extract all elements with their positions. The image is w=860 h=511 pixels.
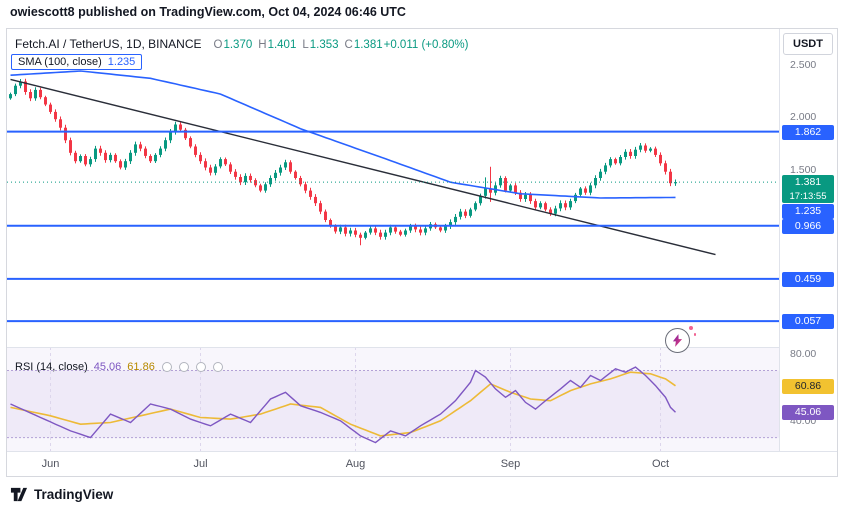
price-badge: 60.86: [782, 378, 834, 394]
price-badge: 0.966: [782, 218, 834, 234]
ohlc-close-value: 1.381: [353, 39, 383, 51]
time-axis-label: Oct: [651, 458, 670, 470]
sparkle-dot: [689, 326, 693, 330]
price-badge: 0.057: [782, 314, 834, 330]
rsi-label: RSI (14, close): [15, 361, 88, 373]
time-axis-label: Sep: [500, 458, 521, 470]
ohlc-high-value: 1.401: [267, 39, 297, 51]
time-axis-label: Jul: [193, 458, 208, 470]
chart-frame: Fetch.AI / TetherUS, 1D, BINANCE O1.370 H1…: [6, 28, 838, 477]
axis-tick-label: 2.500: [790, 58, 817, 71]
time-axis-separator: [7, 451, 837, 452]
price-scale-separator: [779, 29, 780, 451]
price-badge: 45.06: [782, 405, 834, 421]
time-scale[interactable]: Jun Jul Aug Sep Oct: [7, 452, 837, 476]
price-badge: 0.459: [782, 271, 834, 287]
axis-tick-label: 1.500: [790, 163, 817, 176]
sma-label: SMA (100, close): [18, 56, 102, 68]
time-axis-label: Jun: [41, 458, 60, 470]
bar-countdown: 17:13:55: [789, 191, 827, 203]
price-pane-chart[interactable]: [7, 29, 779, 347]
sma-value: 1.235: [107, 56, 136, 68]
rsi-legend-action-dot[interactable]: [212, 362, 223, 373]
price-scale[interactable]: USDT 2.500 2.000 1.500 80.00 40.00 1.862 1.381…: [780, 29, 837, 451]
ohlc-low-label: L: [302, 39, 309, 51]
lightning-bolt-icon: [672, 334, 683, 347]
ohlc-close-label: C: [344, 39, 353, 51]
ohlc-open-value: 1.370: [223, 39, 253, 51]
rsi-legend: RSI (14, close) 45.06 61.86: [15, 361, 223, 373]
tradingview-logo-text: TradingView: [34, 486, 114, 502]
pane-separator[interactable]: [7, 347, 837, 348]
tradingview-logo-mark: [10, 487, 28, 502]
symbol-title: Fetch.AI / TetherUS, 1D, BINANCE: [15, 37, 202, 51]
sparkle-dot: [693, 333, 696, 336]
rsi-legend-action-dot[interactable]: [161, 362, 172, 373]
axis-tick-label: 2.000: [790, 111, 817, 124]
ohlc-low-value: 1.353: [309, 39, 339, 51]
rsi-value: 45.06: [93, 361, 122, 373]
rsi-legend-action-dot[interactable]: [195, 362, 206, 373]
rsi-legend-action-dot[interactable]: [178, 362, 189, 373]
price-badge: 1.235: [782, 204, 834, 220]
published-line: owiescott8 published on TradingView.com,…: [10, 5, 406, 19]
ohlc-open-label: O: [213, 39, 223, 51]
time-axis-label: Aug: [345, 458, 366, 470]
rsi-pane-chart[interactable]: [7, 347, 779, 451]
currency-unit-toggle[interactable]: USDT: [783, 33, 833, 55]
flash-idea-icon[interactable]: [665, 326, 696, 353]
price-badge: 1.381 17:13:55: [782, 175, 834, 204]
price-badge: 1.862: [782, 124, 834, 140]
ohlc-change: +0.011 (+0.80%): [383, 39, 469, 51]
rsi-ma-value: 61.86: [127, 361, 155, 373]
tradingview-logo[interactable]: TradingView: [10, 485, 113, 503]
axis-tick-label: 80.00: [790, 347, 817, 360]
ohlc-high-label: H: [258, 39, 267, 51]
sma-legend[interactable]: SMA (100, close) 1.235: [11, 54, 143, 70]
symbol-legend: Fetch.AI / TetherUS, 1D, BINANCE O1.370 H1…: [15, 37, 468, 51]
